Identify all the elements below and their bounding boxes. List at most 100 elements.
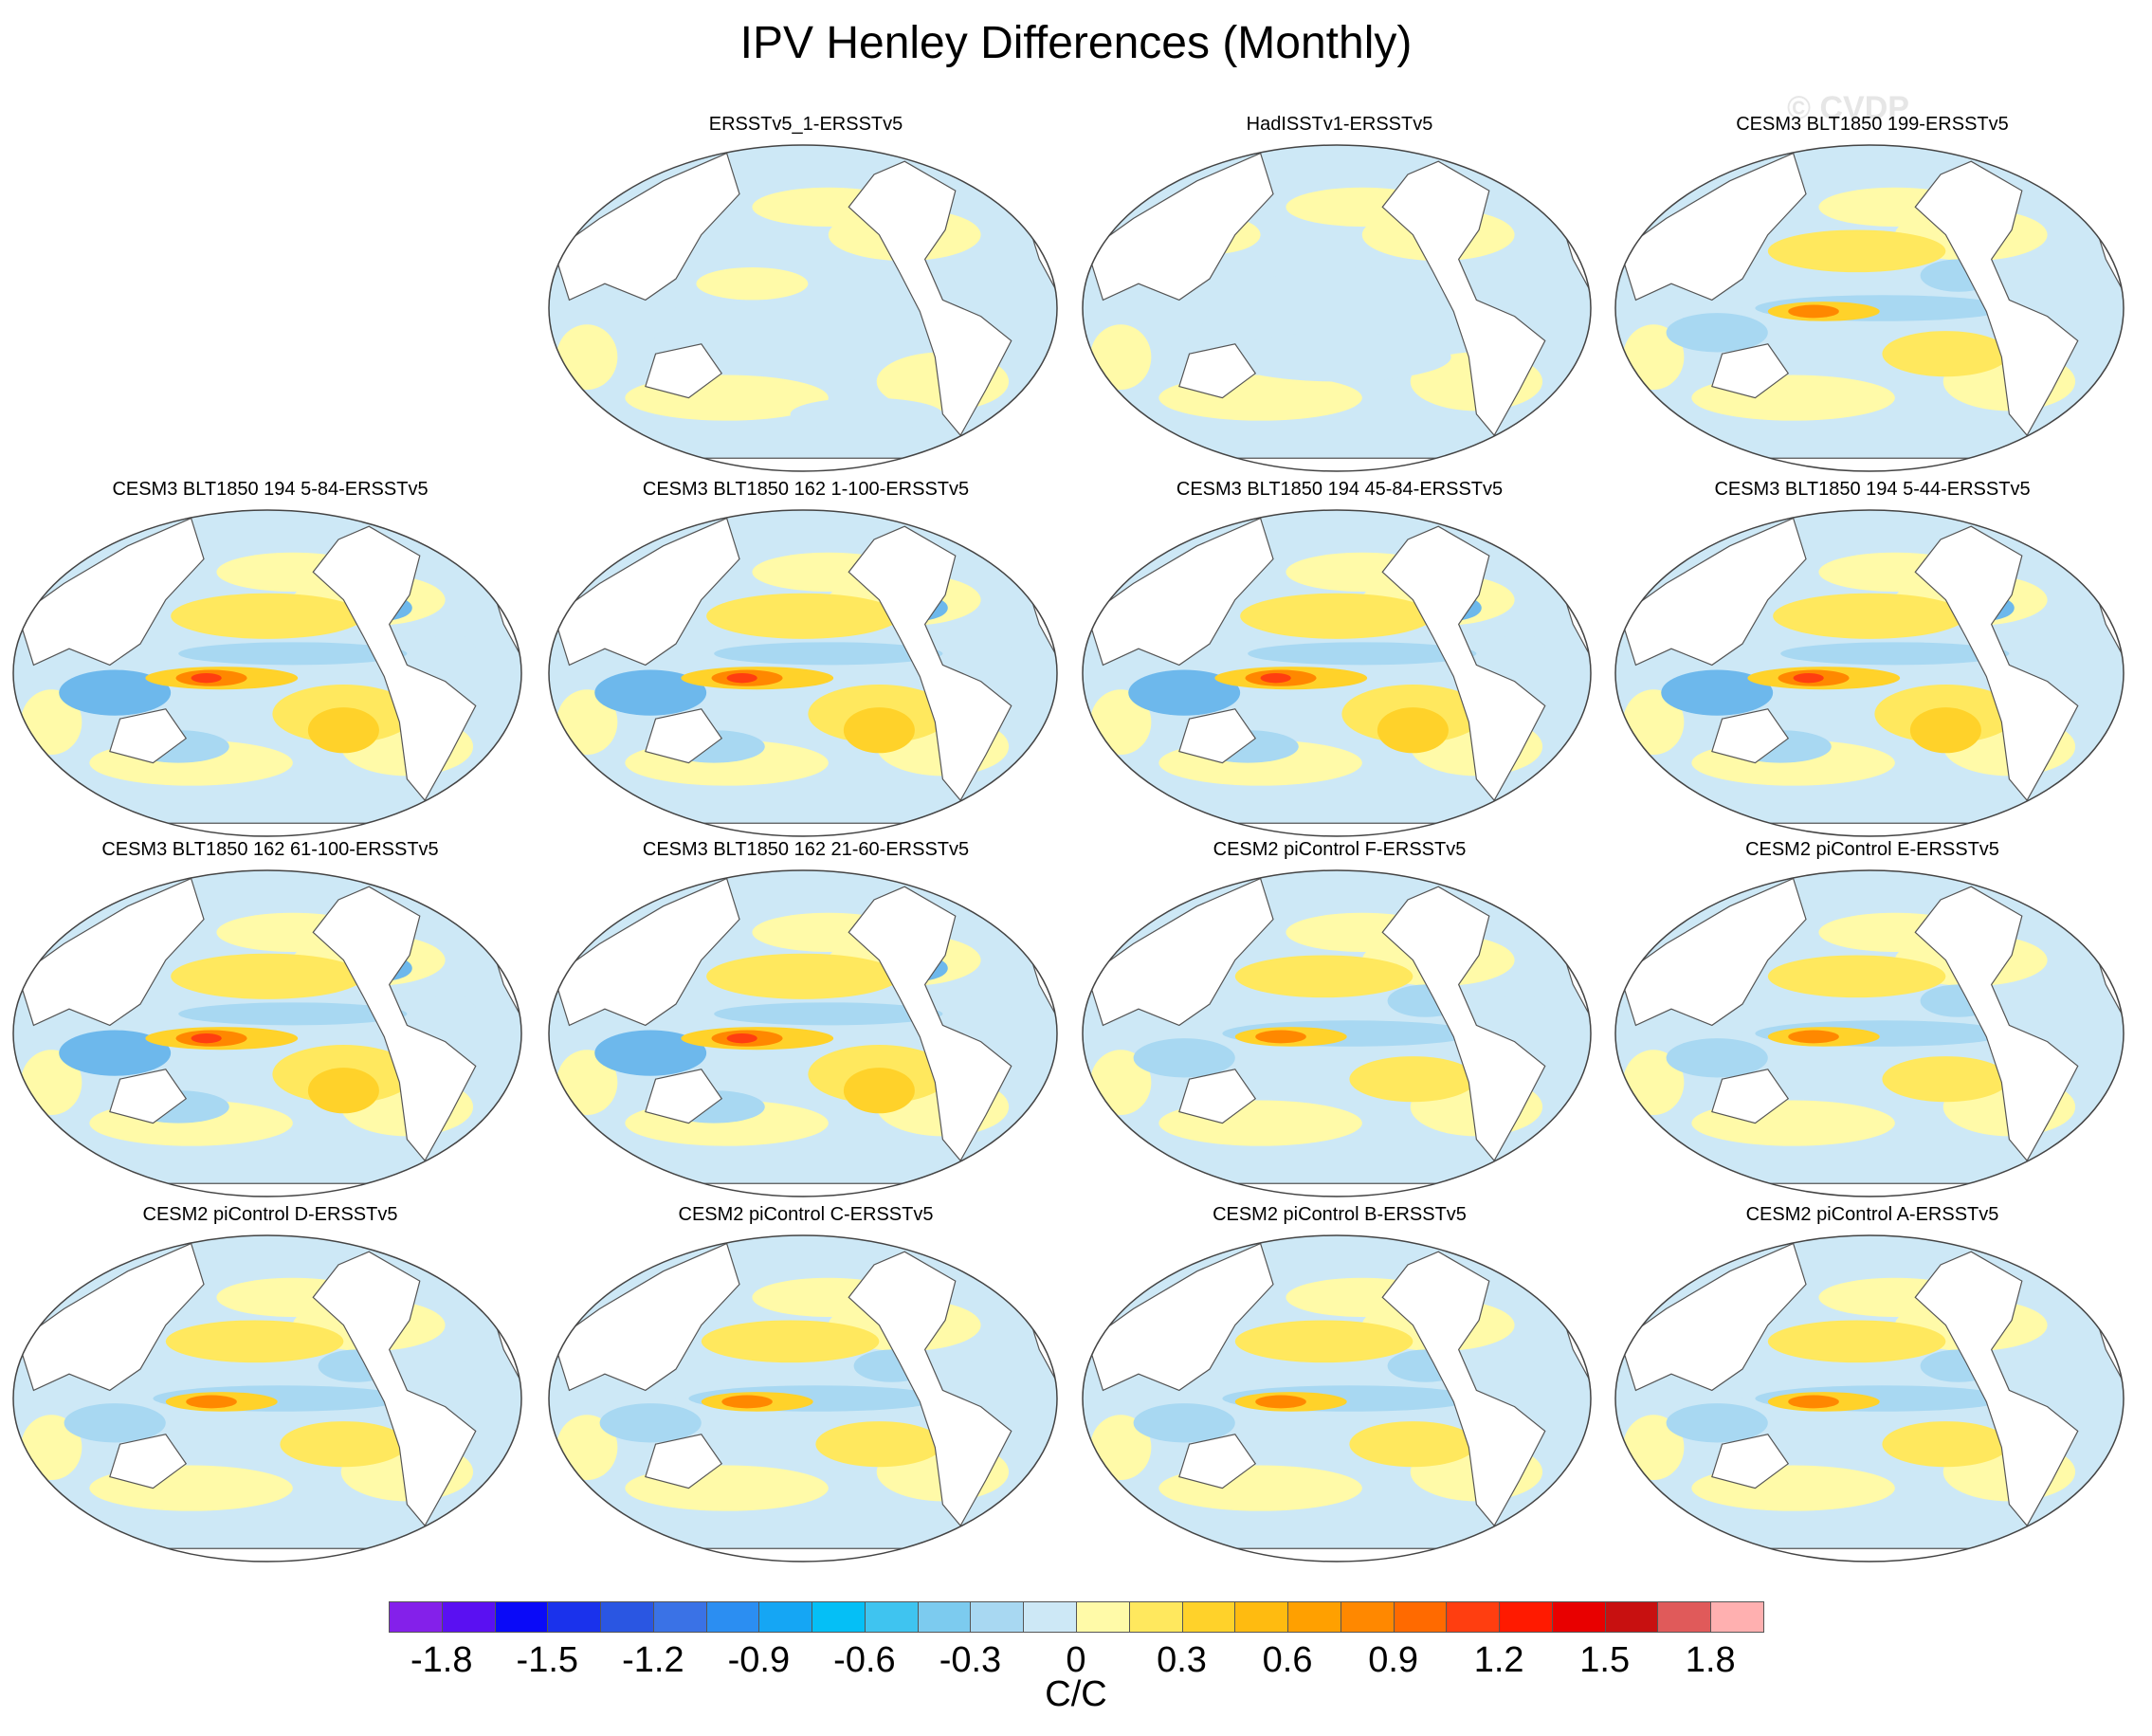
map-panel: CESM3 BLT1850 162 1-100-ERSSTv5 — [545, 479, 1067, 844]
robinson-map — [548, 144, 1058, 472]
land-mass — [1209, 457, 1465, 471]
anomaly-contour-region — [1666, 1403, 1768, 1443]
colorbar-tick-label: -1.8 — [410, 1640, 473, 1680]
map-border — [548, 1234, 1058, 1562]
anomaly-contour-region — [1666, 1038, 1768, 1078]
map-border — [1614, 869, 2125, 1197]
robinson-map — [12, 1234, 522, 1562]
anomaly-contour-region — [280, 1421, 408, 1468]
anomaly-contour-region — [726, 673, 757, 684]
anomaly-contour-region — [1767, 229, 1946, 273]
colorbar-swatch — [758, 1601, 813, 1633]
colorbar-swatch — [917, 1601, 972, 1633]
map-panel-title: CESM3 BLT1850 194 45-84-ERSSTv5 — [1176, 479, 1504, 500]
anomaly-contour-region — [726, 1033, 757, 1044]
anomaly-contour-region — [1882, 1421, 2010, 1468]
land-mass — [1178, 708, 1257, 764]
anomaly-contour-region — [1623, 1415, 1685, 1480]
map-border — [12, 1234, 522, 1562]
land-mass — [1711, 708, 1790, 764]
map-panel: CESM2 piControl F-ERSSTv5 — [1079, 839, 1600, 1204]
land-mass — [17, 1242, 205, 1392]
map-panel: ERSSTv5_1-ERSSTv5 — [545, 114, 1067, 479]
colorbar-swatch — [970, 1601, 1025, 1633]
anomaly-contour-region — [696, 267, 809, 301]
land-mass — [1086, 152, 1274, 302]
colorbar-tick-label: -1.5 — [516, 1640, 579, 1680]
anomaly-contour-region — [556, 689, 618, 755]
map-panel: CESM2 piControl A-ERSSTv5 — [1612, 1204, 2133, 1569]
anomaly-contour-region — [1240, 593, 1433, 639]
colorbar-tick-label: -0.3 — [939, 1640, 1002, 1680]
anomaly-contour-region — [843, 1068, 915, 1114]
land-mass — [553, 877, 740, 1027]
robinson-map — [1082, 1234, 1592, 1562]
anomaly-contour-region — [815, 1421, 943, 1468]
anomaly-contour-region — [790, 397, 943, 430]
map-panel: CESM3 BLT1850 162 61-100-ERSSTv5 — [9, 839, 531, 1204]
map-border — [1082, 509, 1592, 837]
colorbar-swatch — [600, 1601, 654, 1633]
anomaly-contour-region — [843, 707, 915, 754]
anomaly-contour-region — [1882, 331, 2010, 377]
anomaly-contour-region — [59, 1030, 172, 1076]
colorbar-swatch — [1710, 1601, 1764, 1633]
anomaly-contour-region — [21, 689, 82, 755]
colorbar-tick-label: 1.2 — [1473, 1640, 1524, 1680]
anomaly-contour-region — [1222, 332, 1451, 382]
colorbar-swatch — [1076, 1601, 1130, 1633]
anomaly-contour-region — [1090, 1415, 1152, 1480]
anomaly-contour-region — [1623, 324, 1685, 390]
colorbar-swatch — [1181, 1601, 1236, 1633]
robinson-map — [1614, 509, 2125, 837]
anomaly-contour-region — [1133, 1403, 1235, 1443]
colorbar-swatch — [389, 1601, 443, 1633]
map-border — [12, 869, 522, 1197]
map-panel: CESM3 BLT1850 162 21-60-ERSSTv5 — [545, 839, 1067, 1204]
anomaly-contour-region — [178, 642, 408, 666]
anomaly-contour-region — [599, 1403, 702, 1443]
anomaly-contour-region — [64, 1403, 166, 1443]
land-mass — [675, 1182, 931, 1197]
land-mass — [1209, 822, 1465, 836]
map-panel: CESM2 piControl C-ERSSTv5 — [545, 1204, 1067, 1569]
anomaly-contour-region — [1623, 1050, 1685, 1115]
anomaly-contour-region — [307, 707, 379, 754]
colorbar-swatch — [652, 1601, 707, 1633]
anomaly-contour-region — [1090, 689, 1152, 755]
anomaly-contour-region — [556, 1050, 618, 1115]
land-mass — [1086, 517, 1274, 667]
anomaly-contour-region — [1234, 955, 1413, 998]
land-mass — [675, 1547, 931, 1562]
land-mass — [1742, 1182, 1997, 1197]
land-mass — [645, 1434, 723, 1489]
anomaly-contour-region — [1661, 669, 1774, 716]
colorbar-swatch — [494, 1601, 549, 1633]
land-mass — [1742, 822, 1997, 836]
land-mass — [553, 517, 740, 667]
anomaly-contour-region — [706, 593, 900, 639]
colorbar-tick-label: -1.2 — [622, 1640, 684, 1680]
colorbar-tick-label: 0 — [1066, 1640, 1086, 1680]
map-border — [1082, 144, 1592, 472]
land-mass — [645, 708, 723, 764]
anomaly-contour-region — [1788, 1030, 1839, 1044]
anomaly-contour-region — [178, 1002, 408, 1026]
anomaly-contour-region — [1255, 1395, 1306, 1409]
anomaly-contour-region — [171, 953, 364, 999]
colorbar-swatch — [1234, 1601, 1289, 1633]
anomaly-contour-region — [714, 642, 943, 666]
colorbar-tick-label: -0.6 — [833, 1640, 896, 1680]
anomaly-contour-region — [21, 1050, 82, 1115]
robinson-map — [1614, 869, 2125, 1197]
map-panel-title: CESM3 BLT1850 162 61-100-ERSSTv5 — [101, 839, 439, 860]
map-panel-title: CESM3 BLT1850 199-ERSSTv5 — [1736, 114, 2009, 135]
anomaly-contour-region — [594, 1030, 707, 1076]
land-mass — [139, 822, 395, 836]
robinson-map — [1614, 1234, 2125, 1562]
land-mass — [139, 1547, 395, 1562]
land-mass — [139, 1182, 395, 1197]
anomaly-contour-region — [1788, 1395, 1839, 1409]
anomaly-contour-region — [594, 669, 707, 716]
land-mass — [17, 877, 205, 1027]
